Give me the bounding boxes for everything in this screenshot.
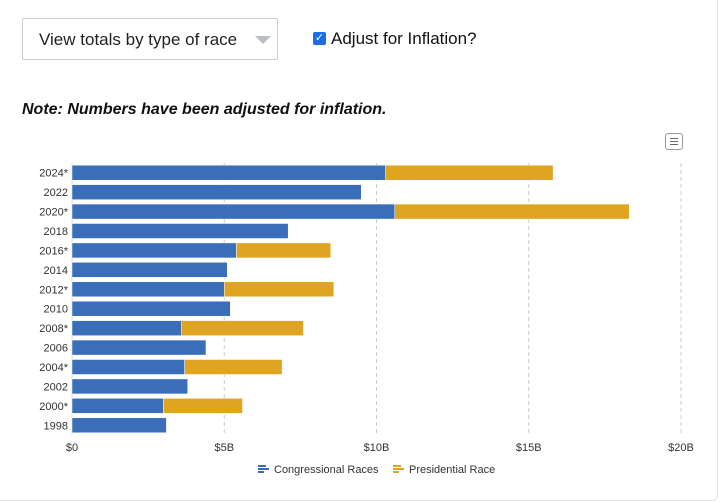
inflation-checkbox-wrap: ✓ xyxy=(313,32,326,45)
view-type-dropdown-label: View totals by type of race xyxy=(39,30,238,49)
view-type-dropdown[interactable]: View totals by type of race xyxy=(22,18,278,60)
caret-down-icon xyxy=(255,36,271,44)
check-icon: ✓ xyxy=(314,32,325,44)
inflation-note: Note: Numbers have been adjusted for inf… xyxy=(22,101,387,118)
inflation-checkbox[interactable]: ✓ xyxy=(313,32,326,45)
hamburger-menu-icon[interactable] xyxy=(665,133,683,150)
inflation-checkbox-label[interactable]: Adjust for Inflation? xyxy=(331,29,477,48)
